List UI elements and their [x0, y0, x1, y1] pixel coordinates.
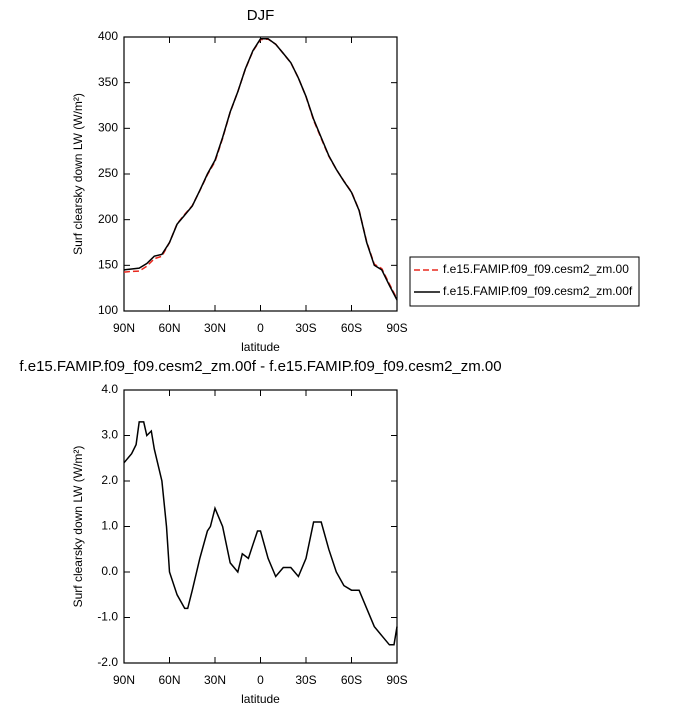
x-tick-label: 90N: [113, 673, 135, 687]
y-tick-label: 0.0: [101, 564, 118, 578]
y-axis-label: Surf clearsky down LW (W/m²): [71, 446, 85, 608]
chart-title: DJF: [247, 7, 275, 24]
y-tick-label: 350: [98, 75, 118, 89]
y-tick-label: 400: [98, 29, 118, 43]
x-tick-label: 90S: [386, 673, 407, 687]
data-line: [123, 38, 398, 300]
x-tick-label: 60N: [158, 673, 180, 687]
data-line: [123, 38, 398, 301]
y-tick-label: 300: [98, 121, 118, 135]
plot-frame: [123, 36, 398, 312]
chart-title: f.e15.FAMIP.f09_f09.cesm2_zm.00f - f.e15…: [19, 358, 501, 375]
x-tick-label: 30S: [295, 673, 316, 687]
y-tick-label: 250: [98, 166, 118, 180]
y-tick-label: 100: [98, 303, 118, 317]
x-tick-label: 60S: [341, 321, 362, 335]
x-axis-label: latitude: [241, 692, 280, 706]
x-axis-label: latitude: [241, 340, 280, 354]
x-tick-label: 60N: [158, 321, 180, 335]
x-tick-label: 30N: [204, 673, 226, 687]
y-tick-label: 2.0: [101, 473, 118, 487]
legend-label: f.e15.FAMIP.f09_f09.cesm2_zm.00f: [443, 284, 633, 298]
x-tick-label: 90S: [386, 321, 407, 335]
legend-box: [409, 256, 640, 307]
y-tick-label: 150: [98, 258, 118, 272]
y-tick-label: -2.0: [97, 655, 118, 669]
y-tick-label: 4.0: [101, 382, 118, 396]
x-tick-label: 0: [257, 673, 264, 687]
x-tick-label: 90N: [113, 321, 135, 335]
x-tick-label: 30S: [295, 321, 316, 335]
y-tick-label: 1.0: [101, 519, 118, 533]
data-line: [123, 421, 398, 646]
y-tick-label: -1.0: [97, 610, 118, 624]
x-tick-label: 0: [257, 321, 264, 335]
y-tick-label: 200: [98, 212, 118, 226]
legend-label: f.e15.FAMIP.f09_f09.cesm2_zm.00: [443, 262, 629, 276]
y-tick-label: 3.0: [101, 428, 118, 442]
plot-frame: [123, 389, 398, 664]
y-axis-label: Surf clearsky down LW (W/m²): [71, 93, 85, 255]
x-tick-label: 30N: [204, 321, 226, 335]
x-tick-label: 60S: [341, 673, 362, 687]
